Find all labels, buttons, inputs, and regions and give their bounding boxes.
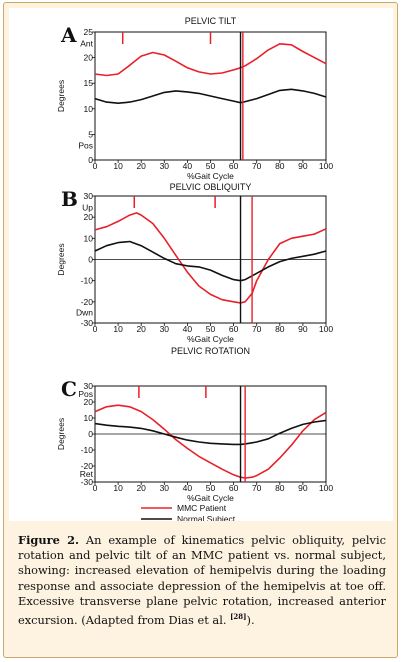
x-tick-label: 30 [160,161,170,171]
y-tick-label: 0 [88,255,93,265]
direction-label: Pos [78,141,93,151]
caption-text: An example of kinematics pelvic obliquit… [18,533,386,627]
y-tick-label: -20 [81,297,94,307]
x-tick-label: 30 [160,324,170,334]
x-tick-label: 20 [136,161,146,171]
x-tick-label: 60 [229,324,239,334]
direction-label: Ant [80,38,93,48]
panel-letter: A [60,23,77,47]
x-tick-label: 0 [93,483,98,493]
x-tick-label: 10 [113,161,123,171]
chart-title: PELVIC OBLIQUITY [170,182,252,192]
chart-title: PELVIC TILT [185,16,237,26]
x-tick-label: 90 [298,161,308,171]
direction-label: Dwn [76,307,93,317]
x-tick-label: 10 [113,324,123,334]
y-tick-label: 0 [88,429,93,439]
x-tick-label: 10 [113,483,123,493]
y-axis-label: Degrees [56,80,66,112]
x-tick-label: 90 [298,483,308,493]
y-tick-label: -30 [81,477,94,487]
x-tick-label: 100 [319,483,333,493]
x-axis-label: %Gait Cycle [187,334,234,344]
caption-end: ). [246,612,255,627]
plot-area: PELVIC TILT A 0 5 10 15 20 25 Ant Pos 0 10 20 30 40 50 6… [9,8,393,521]
series-line-mmc-patient [94,42,327,77]
figure-caption: Figure 2. An example of kinematics pelvi… [18,533,386,628]
chart-title: PELVIC ROTATION [171,346,250,356]
x-tick-label: 80 [275,483,285,493]
x-tick-label: 100 [319,161,333,171]
figure-frame: PELVIC TILT A 0 5 10 15 20 25 Ant Pos 0 10 20 30 40 50 6… [3,2,398,658]
x-tick-label: 40 [183,324,193,334]
y-tick-label: 10 [84,233,94,243]
x-tick-label: 70 [252,161,262,171]
x-tick-label: 50 [206,161,216,171]
x-tick-label: 60 [229,483,239,493]
direction-label: Up [82,203,93,213]
series-line-normal-subject [94,88,327,104]
panel-letter: C [61,377,77,401]
x-tick-label: 100 [319,324,333,334]
x-tick-label: 70 [252,324,262,334]
x-tick-label: 20 [136,324,146,334]
caption-reference: [28] [230,612,247,622]
x-tick-label: 70 [252,483,262,493]
series-line-normal-subject [94,240,327,282]
x-tick-label: 40 [183,161,193,171]
y-tick-label: 30 [84,381,94,391]
legend-label: MMC Patient [177,503,227,513]
y-tick-label: -10 [81,276,94,286]
series-line-normal-subject [94,419,327,446]
y-tick-label: 20 [84,53,94,63]
x-tick-label: 0 [93,161,98,171]
x-tick-label: 60 [229,161,239,171]
x-tick-label: 50 [206,324,216,334]
y-tick-label: 10 [84,413,94,423]
direction-label: Ret [80,469,94,479]
y-tick-label: 20 [84,397,94,407]
y-tick-label: 5 [88,129,93,139]
y-tick-label: -20 [81,461,94,471]
x-tick-label: 20 [136,483,146,493]
series-line-mmc-patient [94,212,327,304]
legend-label: Normal Subject [177,514,236,521]
x-tick-label: 30 [160,483,170,493]
y-tick-label: 10 [84,104,94,114]
direction-label: Pos [78,389,93,399]
x-axis-label: %Gait Cycle [187,171,234,181]
y-tick-label: 15 [84,78,94,88]
x-axis-label: %Gait Cycle [187,493,234,503]
caption-label: Figure 2. [18,533,80,547]
y-tick-label: 30 [84,191,94,201]
series-line-mmc-patient [94,404,327,479]
x-tick-label: 80 [275,324,285,334]
y-tick-label: 0 [88,155,93,165]
x-tick-label: 90 [298,324,308,334]
x-tick-label: 50 [206,483,216,493]
x-tick-label: 0 [93,324,98,334]
y-tick-label: 25 [84,27,94,37]
x-tick-label: 80 [275,161,285,171]
y-tick-label: -30 [81,318,94,328]
y-tick-label: -10 [81,445,94,455]
x-tick-label: 40 [183,483,193,493]
y-axis-label: Degrees [56,418,66,450]
y-tick-label: 20 [84,212,94,222]
panel-letter: B [61,187,78,211]
y-axis-label: Degrees [56,243,66,275]
